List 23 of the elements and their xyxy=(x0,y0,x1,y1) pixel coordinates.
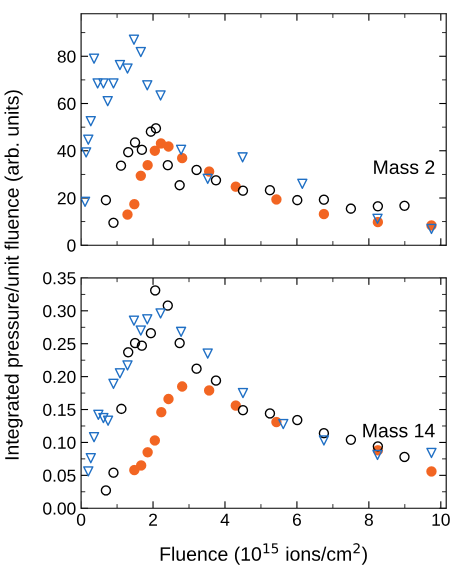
x-tick-label: 2 xyxy=(149,514,157,526)
y-tick-label: 0 xyxy=(67,239,76,252)
x-tick-label: 8 xyxy=(364,514,373,526)
x-tick-label: 6 xyxy=(292,514,301,526)
y-tick-label: 60 xyxy=(58,98,76,110)
y-tick-label: 0.10 xyxy=(43,436,76,449)
y-tick-label: 80 xyxy=(58,50,76,63)
annotation: Mass 14 xyxy=(363,424,435,438)
y-tick-label: 40 xyxy=(57,144,76,158)
y-tick-label: 0.15 xyxy=(43,404,76,416)
x-tick-label: 0 xyxy=(76,514,86,526)
y-tick-label: 0.05 xyxy=(43,470,76,482)
y-axis-title: Integrated pressure/unit fluence (arb. units) xyxy=(4,90,23,460)
y-tick-label: 0.00 xyxy=(43,502,76,515)
y-tick-label: 0.30 xyxy=(43,304,76,318)
y-tick-label: 20 xyxy=(58,192,76,204)
x-tick-label: 4 xyxy=(220,514,230,526)
y-tick-label: 0.35 xyxy=(43,272,76,284)
annotation: Mass 2 xyxy=(374,160,434,174)
x-axis-title: Fluence (10$^{15}$ ions/cm$^{2}$) xyxy=(160,543,367,565)
y-tick-label: 0.25 xyxy=(43,338,76,350)
y-tick-label: 0.20 xyxy=(43,370,76,384)
x-tick-label: 10 xyxy=(432,514,450,526)
